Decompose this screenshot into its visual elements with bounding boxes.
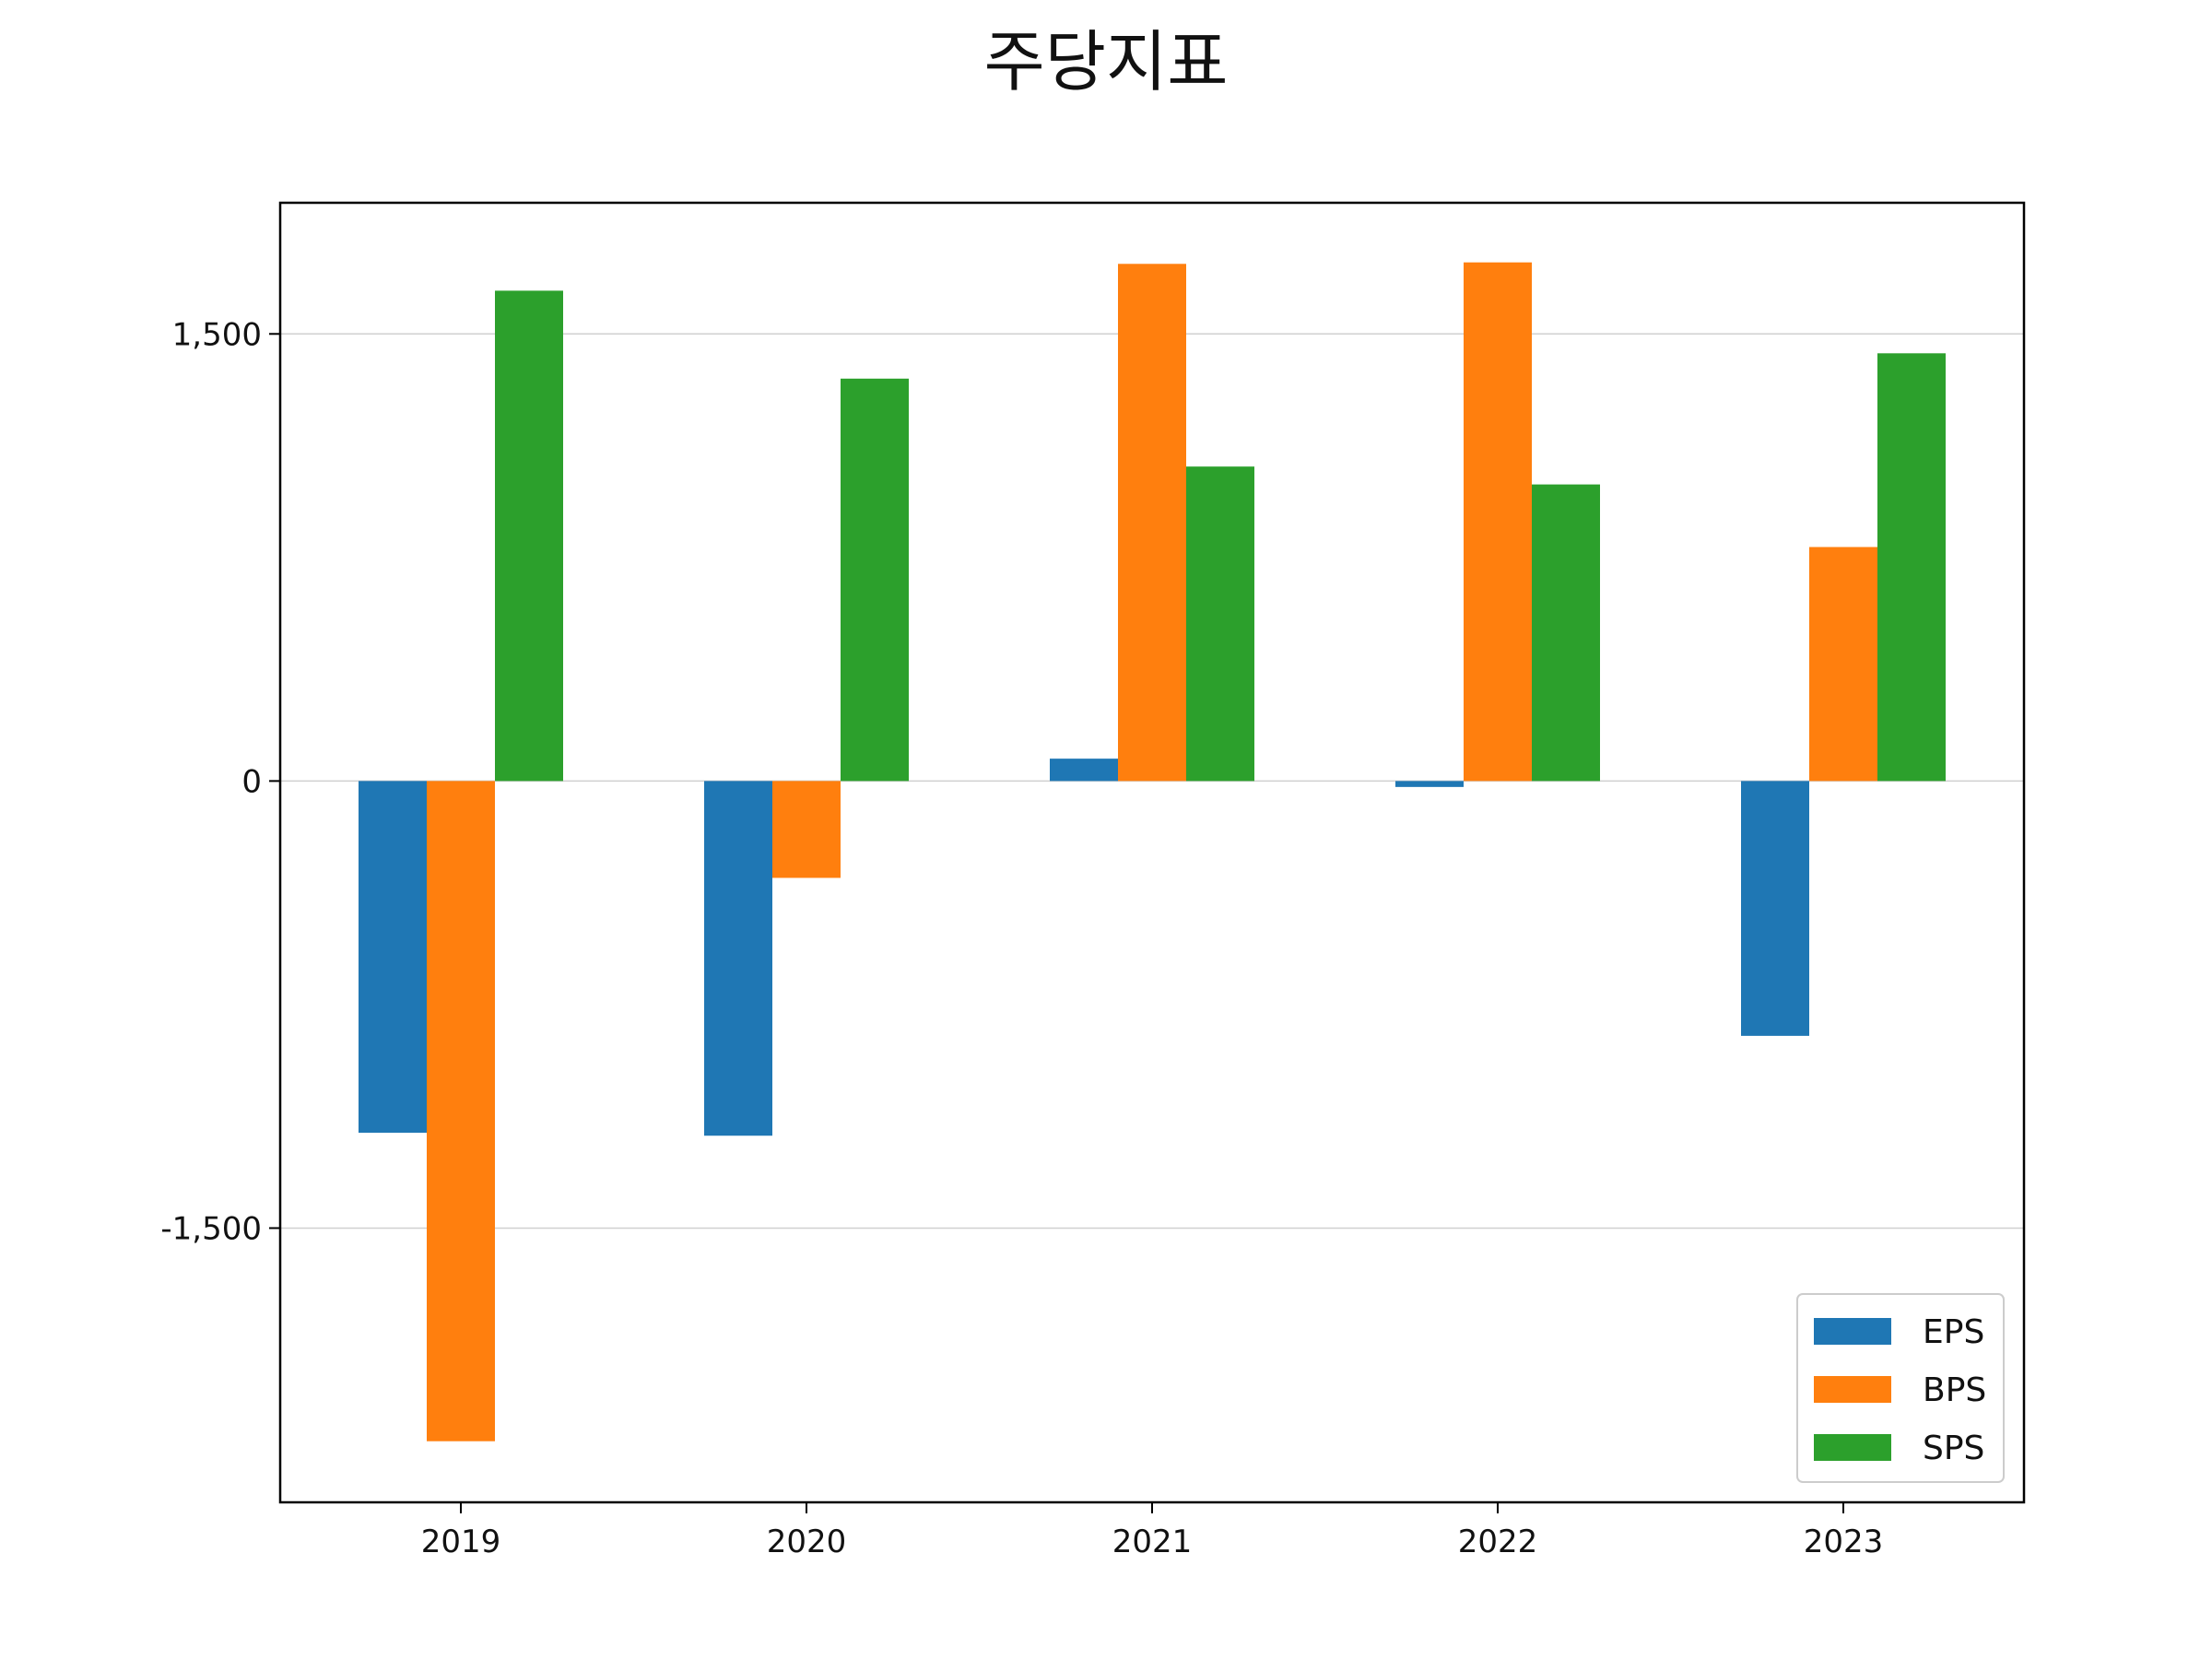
- bar-bps-2023: [1809, 547, 1877, 782]
- bar-sps-2021: [1186, 466, 1254, 782]
- bar-bps-2022: [1464, 262, 1532, 782]
- x-tick-label: 2022: [1458, 1524, 1538, 1560]
- bar-eps-2021: [1050, 759, 1118, 782]
- bar-bps-2019: [427, 781, 495, 1441]
- bar-sps-2023: [1877, 353, 1946, 782]
- x-tick-label: 2020: [767, 1524, 847, 1560]
- legend-label-eps: EPS: [1923, 1313, 1984, 1351]
- x-tick-label: 2021: [1112, 1524, 1193, 1560]
- legend-label-sps: SPS: [1923, 1430, 1984, 1467]
- legend-label-bps: BPS: [1923, 1371, 1986, 1409]
- ticks-layer: -1,500 0 1,500 2019 2020 2021 2022 2023: [160, 316, 1883, 1560]
- legend-swatch-eps: [1814, 1318, 1891, 1345]
- bar-bps-2021: [1118, 264, 1186, 782]
- bar-eps-2019: [359, 781, 427, 1133]
- bar-bps-2020: [772, 781, 841, 878]
- bar-eps-2020: [704, 781, 772, 1136]
- bar-sps-2020: [841, 378, 909, 782]
- legend: EPS BPS SPS: [1796, 1293, 2005, 1483]
- legend-swatch-bps: [1814, 1376, 1891, 1403]
- x-tick-label: 2019: [421, 1524, 501, 1560]
- legend-swatch-sps: [1814, 1434, 1891, 1461]
- bar-eps-2022: [1395, 781, 1464, 787]
- y-tick-label: 1,500: [172, 316, 262, 353]
- x-tick-label: 2023: [1804, 1524, 1884, 1560]
- y-tick-label: 0: [241, 763, 262, 800]
- chart-title: 주당지표: [984, 23, 1229, 100]
- bar-sps-2022: [1532, 484, 1600, 782]
- bars-layer: [359, 262, 1946, 1441]
- bar-eps-2023: [1741, 781, 1809, 1036]
- y-tick-label: -1,500: [160, 1210, 262, 1247]
- bar-sps-2019: [495, 290, 563, 782]
